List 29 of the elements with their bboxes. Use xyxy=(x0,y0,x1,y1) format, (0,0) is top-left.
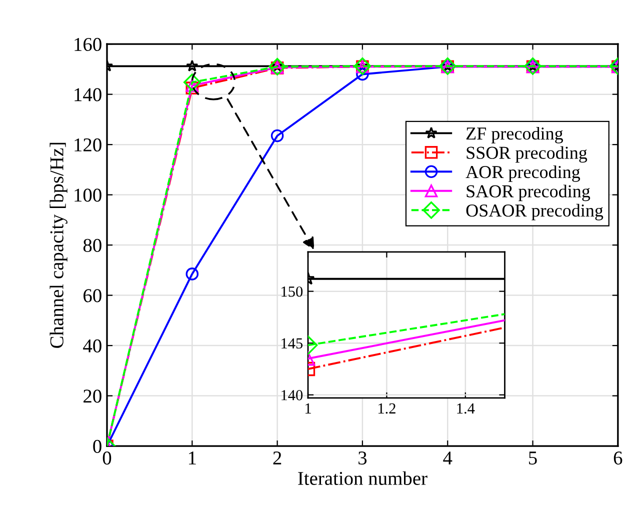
y-tick-label: 20 xyxy=(84,390,102,403)
legend-label: ZF precoding xyxy=(466,126,563,144)
legend-label: OSAOR precoding xyxy=(466,204,604,220)
y-tick-label: 140 xyxy=(74,88,102,102)
legend-label: SAOR precoding xyxy=(466,184,590,202)
x-tick-label: 1 xyxy=(189,452,196,464)
y-tick-label: 80 xyxy=(83,238,102,252)
x-axis-title: Iteration number xyxy=(298,471,428,485)
y-tick-label: 100 xyxy=(74,188,102,202)
x-tick-label: 2 xyxy=(273,452,282,464)
y-axis-title: Channel capacity [bps/Hz] xyxy=(50,142,68,348)
x-tick-label: 4 xyxy=(443,452,452,464)
legend-label: SSOR precoding xyxy=(466,146,588,163)
y-tick-label: 120 xyxy=(74,138,102,152)
x-tick-label: 1.2 xyxy=(378,403,396,414)
x-tick-label: 6 xyxy=(614,452,622,465)
x-tick-label: 0 xyxy=(102,451,112,465)
x-tick-label: 3 xyxy=(358,452,367,465)
y-tick-label: 145 xyxy=(282,338,303,349)
x-tick-label: 5 xyxy=(529,452,537,465)
y-tick-label: 140 xyxy=(282,390,303,400)
legend-label: AOR precoding xyxy=(466,165,580,182)
y-tick-label: 160 xyxy=(74,38,102,52)
y-tick-label: 0 xyxy=(93,440,102,453)
x-tick-label: 1.4 xyxy=(457,403,475,414)
y-tick-label: 150 xyxy=(282,286,303,297)
x-tick-label: 1 xyxy=(306,403,311,414)
y-tick-label: 60 xyxy=(84,289,102,302)
y-tick-label: 40 xyxy=(83,339,102,352)
